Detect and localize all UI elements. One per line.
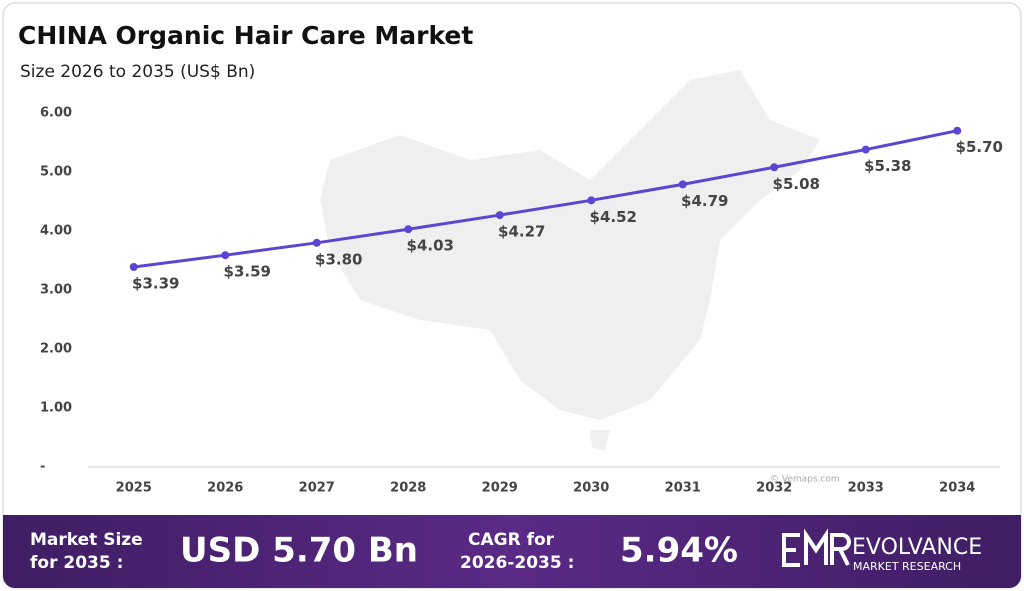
- value-label: $5.08: [773, 175, 820, 193]
- point: [678, 180, 687, 189]
- point: [129, 262, 138, 271]
- x-tick-label: 2034: [939, 481, 975, 496]
- y-tick-label: 3.00: [40, 283, 72, 298]
- y-tick-label: 6.00: [40, 106, 72, 121]
- y-tick-label: -: [40, 460, 45, 475]
- market-size: USD 5.70 Bn: [180, 531, 418, 571]
- value-label: $4.03: [407, 237, 454, 255]
- cagr-label: CAGR for: [468, 530, 555, 550]
- y-tick-label: 1.00: [40, 401, 72, 416]
- x-tick-label: 2030: [573, 481, 609, 496]
- value-label: $5.70: [956, 138, 1003, 156]
- point: [770, 163, 779, 172]
- y-tick-label: 4.00: [40, 224, 72, 239]
- value-label: $5.38: [864, 157, 911, 175]
- x-tick-label: 2033: [848, 481, 884, 496]
- point: [312, 238, 321, 247]
- x-tick-label: 2026: [207, 481, 243, 496]
- market-size-label: Market Size: [30, 530, 143, 550]
- x-tick-label: 2025: [116, 481, 152, 496]
- y-tick-label: 5.00: [40, 165, 72, 180]
- point: [495, 211, 504, 220]
- footer-banner: [3, 515, 1021, 588]
- point: [587, 196, 596, 205]
- map-background: [320, 70, 820, 450]
- line: [133, 129, 958, 269]
- value-label: $4.79: [681, 192, 728, 210]
- point: [953, 126, 962, 135]
- x-tick-label: 2027: [299, 481, 335, 496]
- y-tick-label: 2.00: [40, 342, 72, 357]
- brand: EVOLVANCE: [852, 535, 982, 560]
- brand-sub: MARKET RESEARCH: [853, 560, 961, 573]
- x-tick-label: 2028: [390, 481, 426, 496]
- cagr-label: 2026-2035 :: [460, 553, 574, 573]
- value-label: $3.59: [224, 263, 271, 281]
- value-label: $4.27: [498, 223, 545, 241]
- value-label: $4.52: [590, 208, 637, 226]
- x-tick-label: 2032: [756, 481, 792, 496]
- x-tick-label: 2029: [482, 481, 518, 496]
- point: [404, 225, 413, 234]
- chart-subtitle: Size 2026 to 2035 (US$ Bn): [20, 62, 255, 82]
- cagr: 5.94%: [620, 531, 738, 571]
- point: [861, 145, 870, 154]
- watermark: © Vemaps.com: [770, 475, 840, 485]
- market-size-label: for 2035 :: [30, 553, 123, 573]
- x-tick-label: 2031: [665, 481, 701, 496]
- chart-title: CHINA Organic Hair Care Market: [18, 21, 473, 50]
- point: [221, 251, 230, 260]
- value-label: $3.80: [315, 250, 362, 268]
- logo-mark: [782, 528, 851, 567]
- value-label: $3.39: [132, 274, 179, 292]
